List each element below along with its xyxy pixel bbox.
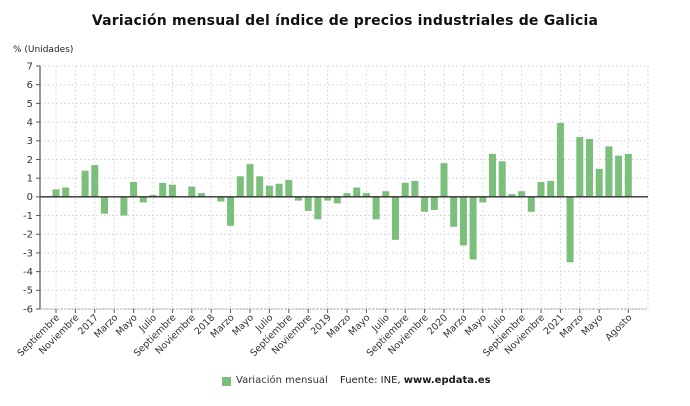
bar[interactable]: Abril 2017: -1 [120, 196, 128, 216]
bar[interactable]: Abril 2020: -3.35 [469, 196, 477, 260]
chart-footer: Variación mensual Fuente: INE, www.epdat… [0, 372, 690, 400]
bar[interactable]: Noviembre 2020: 0.8 [537, 181, 545, 197]
bar[interactable]: Junio 2019: -1.2 [372, 196, 380, 220]
bar[interactable]: Agosto 2019: -2.3 [392, 196, 399, 240]
bar[interactable]: Abril 2019: 0.5 [353, 187, 361, 197]
bar[interactable]: Octubre 2020: -0.8 [527, 196, 535, 212]
bar[interactable]: Agosto 2018: 0.7 [275, 183, 283, 197]
bar[interactable]: Julio 2017: 0.1 [149, 194, 157, 197]
bar[interactable]: Marzo 2019: 0.2 [343, 193, 351, 197]
legend-swatch [222, 377, 231, 386]
bar[interactable]: Junio 2021: 2.7 [605, 146, 613, 197]
bar[interactable]: Diciembre 2017: 0.2 [198, 193, 205, 197]
y-tick-label: 1 [27, 174, 33, 185]
legend-label: Variación mensual [236, 375, 328, 386]
bar[interactable]: Febrero 2017: -0.9 [101, 196, 108, 214]
y-axis-unit-label: % (Unidades) [13, 45, 74, 55]
y-tick-label: 6 [27, 80, 33, 91]
bar[interactable]: Marzo 2020: -2.6 [459, 196, 467, 246]
bar[interactable]: Septiembre 2017: 0.65 [168, 184, 176, 197]
x-tick-label: Agosto [603, 312, 634, 343]
bar[interactable]: Diciembre 2018: -1.2 [314, 196, 322, 220]
bar[interactable]: Septiembre 2018: 0.9 [285, 180, 293, 197]
y-tick-label: 0 [27, 192, 33, 203]
bar[interactable]: Julio 2020: 1.9 [498, 161, 506, 197]
bar[interactable]: Julio 2019: 0.3 [382, 191, 390, 197]
bar[interactable]: Marzo 2021: 3.2 [576, 137, 584, 197]
bar[interactable]: Mayo 2018: 1.75 [246, 164, 254, 197]
y-tick-label: -3 [23, 248, 33, 259]
bar[interactable]: Octubre 2019: 0.85 [411, 180, 419, 197]
bar[interactable]: Noviembre 2019: -0.8 [421, 196, 429, 212]
bar[interactable]: Octubre 2018: -0.2 [295, 196, 302, 201]
bar[interactable]: Diciembre 2020: 0.85 [547, 180, 555, 197]
x-tick-label: Mayo [347, 312, 373, 338]
source-label: Fuente: INE, [340, 375, 401, 386]
y-tick-label: -5 [23, 286, 33, 297]
bar[interactable]: Septiembre 2019: 0.75 [401, 182, 409, 197]
y-tick-label: -2 [23, 230, 33, 241]
y-tick-label: 7 [27, 61, 33, 72]
bar[interactable]: Enero 2020: 1.8 [440, 163, 448, 197]
bar-chart: 76543210-1-2-3-4-5-6SeptiembreNoviembre2… [15, 61, 649, 359]
chart-title: Variación mensual del índice de precios … [91, 13, 599, 29]
bar[interactable]: Julio 2021: 2.2 [615, 155, 623, 197]
x-tick-label: Mayo [463, 312, 489, 338]
bar[interactable]: Junio 2018: 1.1 [256, 176, 264, 197]
bar[interactable]: Abril 2018: 1.1 [236, 176, 244, 197]
bar[interactable]: Junio 2017: -0.3 [139, 196, 147, 203]
bar[interactable]: Enero 2019: -0.2 [324, 196, 332, 201]
bar[interactable]: Abril 2021: 3.1 [586, 138, 593, 197]
x-tick-label: Mayo [114, 312, 140, 338]
y-tick-label: -4 [23, 267, 33, 278]
bar[interactable]: Febrero 2019: -0.35 [333, 196, 341, 204]
bar[interactable]: Enero 2021: 3.95 [556, 123, 564, 197]
y-tick-label: -1 [23, 211, 33, 222]
bar[interactable]: Febrero 2018: -0.25 [217, 196, 225, 202]
bar[interactable]: Noviembre 2017: 0.55 [188, 186, 196, 197]
bar[interactable]: Octubre 2016: 0.5 [62, 187, 70, 197]
y-tick-label: 5 [27, 99, 33, 110]
bar[interactable]: Agosto 2021: 2.3 [624, 153, 632, 197]
bar[interactable]: Mayo 2019: 0.2 [362, 193, 370, 197]
bar[interactable]: Marzo 2018: -1.55 [227, 196, 235, 226]
bar[interactable]: Febrero 2021: -3.5 [566, 196, 574, 263]
bar[interactable]: Noviembre 2018: -0.75 [304, 196, 312, 211]
bar[interactable]: Mayo 2020: -0.3 [479, 196, 487, 203]
bar[interactable]: Julio 2018: 0.6 [265, 185, 273, 197]
bar[interactable]: Junio 2020: 2.3 [489, 153, 496, 197]
bar[interactable]: Diciembre 2019: -0.7 [430, 196, 438, 210]
x-tick-label: Mayo [230, 312, 256, 338]
source-link[interactable]: www.epdata.es [403, 375, 491, 386]
bar[interactable]: Mayo 2021: 1.5 [595, 168, 603, 197]
bar[interactable]: Septiembre 2016: 0.4 [52, 189, 60, 197]
y-tick-label: 3 [27, 136, 33, 147]
bar[interactable]: Septiembre 2020: 0.3 [518, 191, 526, 197]
y-tick-label: -6 [23, 304, 33, 315]
source-text: Fuente: INE, www.epdata.es [340, 375, 491, 386]
x-tick-label: Mayo [580, 312, 606, 338]
y-tick-label: 2 [27, 155, 33, 166]
bar[interactable]: Agosto 2020: 0.15 [508, 194, 516, 197]
bar[interactable]: Febrero 2020: -1.6 [450, 196, 458, 227]
bar[interactable]: Diciembre 2016: 1.4 [81, 170, 89, 197]
bar[interactable]: Mayo 2017: 0.8 [130, 181, 138, 197]
chart-area: 7 6 5 4 3 2 1 0 -1 -2 -3 -4 -5 -6 Septiembre Noviembre 2… [15, 61, 649, 359]
y-tick-label: 4 [27, 117, 33, 128]
bar[interactable]: Enero 2017: 1.7 [91, 165, 99, 197]
bar[interactable]: Agosto 2017: 0.75 [159, 182, 167, 197]
